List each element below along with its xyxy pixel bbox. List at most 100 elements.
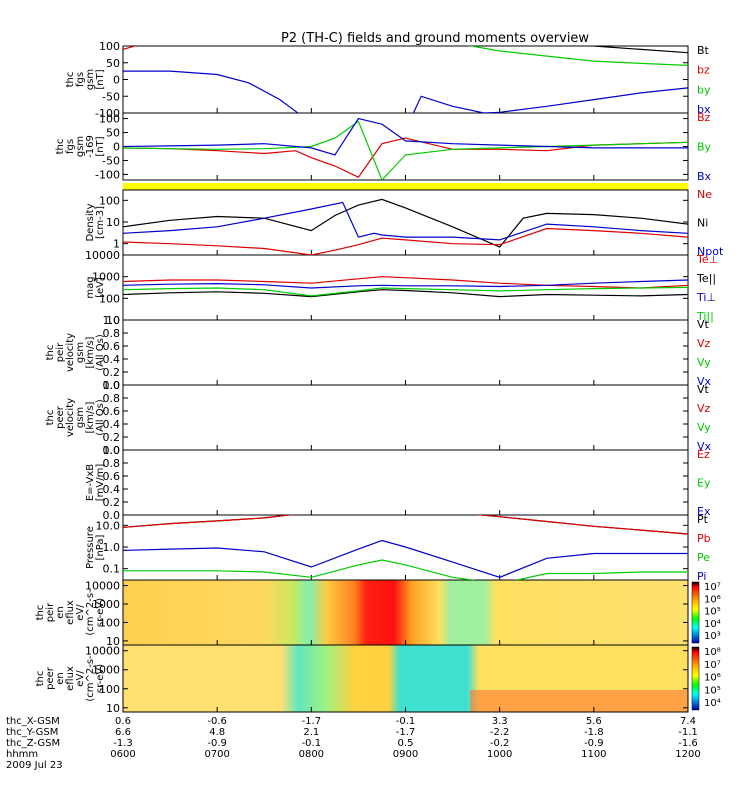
series-line-Te|| [123, 289, 688, 298]
date-label: 2009 Jul 23 [6, 760, 63, 771]
colorbar-label: 10³ [704, 631, 721, 642]
y-tick-label: 0.6 [103, 470, 121, 483]
legend-item: Ey [697, 477, 711, 490]
series-line-Pt [123, 515, 688, 535]
series-line-by [468, 46, 688, 66]
ephemeris-value: 0800 [299, 749, 324, 760]
ephemeris-value: -1.8 [584, 727, 604, 738]
y-axis-label: mag [85, 276, 96, 298]
legend-item: Bt [697, 44, 710, 57]
y-axis-label: peer [45, 666, 56, 690]
y-tick-label: 100 [99, 194, 120, 207]
y-tick-label: 1000 [92, 271, 120, 284]
y-tick-label: 10.0 [96, 519, 121, 532]
y-tick-label: 0 [113, 74, 120, 87]
colorbar-label: 10⁷ [704, 660, 721, 671]
y-tick-label: 100 [99, 616, 120, 629]
series-line-Pb [123, 515, 688, 535]
ephemeris-value: -0.6 [207, 716, 227, 727]
y-tick-label: 50 [106, 127, 120, 140]
ephemeris-value: 4.8 [209, 727, 225, 738]
ephemeris-value: 0900 [393, 749, 418, 760]
y-tick-label: 0.8 [103, 327, 121, 340]
y-tick-label: 10000 [85, 645, 120, 658]
ephemeris-value: -1.3 [113, 738, 133, 749]
y-axis-label: sr-eV) [95, 598, 106, 627]
ephemeris-value: -1.1 [678, 727, 698, 738]
y-tick-label: 1.0 [103, 541, 121, 554]
legend-item: Ne [697, 188, 712, 201]
colorbar-label: 10⁵ [704, 685, 721, 696]
ephemeris-label: thc_Y-GSM [6, 727, 58, 738]
series-line-Bz [123, 137, 688, 178]
y-axis-label: [km/s] [85, 336, 96, 368]
y-axis-label: gsm [85, 69, 96, 90]
y-axis-label: peer [55, 405, 66, 429]
ion-spectrogram [123, 580, 688, 645]
ephemeris-value: -1.6 [678, 738, 698, 749]
y-tick-label: 0.8 [103, 392, 121, 405]
y-tick-label: 1.0 [103, 444, 121, 457]
series-line-Ni [123, 198, 688, 248]
y-axis-label: en [55, 606, 66, 619]
y-axis-label: gsm [75, 407, 86, 428]
legend-item: Ni [697, 217, 708, 230]
y-axis-label: eflux [65, 666, 76, 691]
legend-item: Bz [697, 111, 711, 124]
colorbar-label: 10⁵ [704, 607, 721, 618]
y-tick-label: 0.6 [103, 405, 121, 418]
ephemeris-value: -0.9 [207, 738, 227, 749]
legend-item: Te⊥ [696, 253, 718, 266]
legend-item: Pi [697, 570, 706, 583]
legend-item: by [697, 83, 711, 96]
ephemeris-value: 0.5 [398, 738, 414, 749]
panel-frame [122, 384, 689, 451]
y-tick-label: -50 [102, 90, 120, 103]
y-axis-label: [nT] [95, 69, 106, 89]
legend-item: bz [697, 64, 710, 77]
series-line-Te⊥ [123, 276, 688, 289]
series-line-Ne [123, 227, 688, 255]
ephemeris-value: -2.2 [490, 727, 510, 738]
y-axis-label: eV/ [75, 604, 86, 621]
panel-frame [122, 319, 689, 386]
y-tick-label: 10000 [85, 580, 120, 593]
y-tick-label: 0.0 [103, 379, 121, 392]
legend-item: Vy [697, 421, 711, 434]
y-tick-label: 10 [106, 635, 120, 648]
y-tick-label: 0.2 [103, 496, 121, 509]
ephemeris-value: -0.1 [396, 716, 416, 727]
y-axis-label: thc [45, 410, 56, 426]
y-axis-label: [eV] [95, 277, 106, 298]
y-tick-label: 0 [113, 141, 120, 154]
ephemeris-value: -0.1 [302, 738, 322, 749]
y-tick-label: 0.4 [103, 418, 121, 431]
legend-item: Vz [697, 402, 711, 415]
y-axis-label: (All Qs) [95, 334, 106, 371]
y-axis-label: thc [35, 605, 46, 621]
y-axis-label: eV/ [75, 670, 86, 687]
colorbar-label: 10⁶ [704, 673, 721, 684]
y-axis-label: fgs [75, 72, 86, 87]
y-tick-label: 100 [99, 683, 120, 696]
y-tick-label: 0.1 [103, 563, 121, 576]
y-tick-label: 10 [106, 702, 120, 715]
ephemeris-label: thc_X-GSM [6, 716, 60, 727]
y-tick-label: 1000 [92, 664, 120, 677]
ephemeris-value: 1200 [675, 749, 700, 760]
y-tick-label: 100 [99, 40, 120, 53]
y-axis-label: eflux [65, 600, 76, 625]
legend-item: Vx [697, 440, 712, 453]
y-tick-label: 0.2 [103, 431, 121, 444]
y-tick-label: 0.4 [103, 353, 121, 366]
series-line-Pi [123, 539, 688, 578]
y-tick-label: 1 [113, 238, 120, 251]
legend-item: Ex [697, 505, 711, 518]
panel-frame [122, 449, 689, 516]
legend-item: Vz [697, 337, 711, 350]
y-tick-label: 0.4 [103, 483, 121, 496]
y-axis-label: velocity [65, 398, 76, 437]
y-tick-label: 1000 [92, 598, 120, 611]
y-axis-label: (All Qs) [95, 399, 106, 436]
